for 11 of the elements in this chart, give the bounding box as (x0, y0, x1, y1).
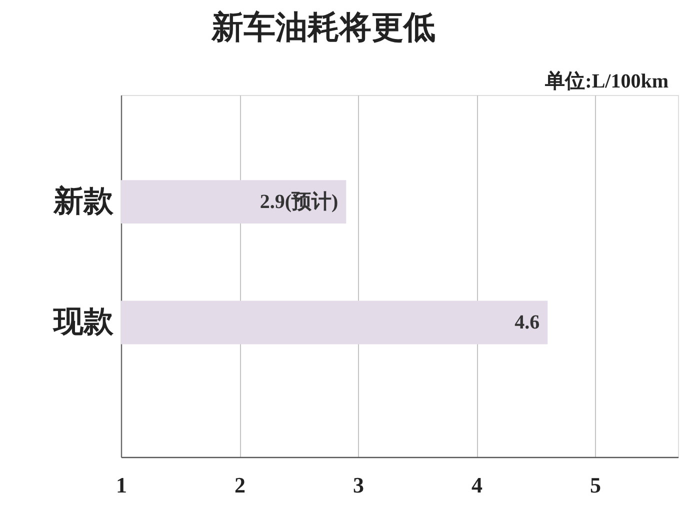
data-label: 2.9(预计) (260, 190, 338, 213)
data-label: 4.6 (514, 311, 540, 334)
x-tick-label: 1 (116, 472, 127, 498)
x-tick-label: 4 (472, 472, 483, 498)
x-tick-label: 3 (353, 472, 364, 498)
y-tick-label: 现款 (52, 305, 114, 338)
chart-title: 新车油耗将更低 (210, 9, 436, 45)
x-axis-title: 单位:L/100km (544, 70, 669, 92)
y-tick-label: 新款 (52, 184, 114, 218)
x-tick-label: 5 (590, 472, 602, 498)
x-tick-label: 2 (234, 472, 246, 498)
